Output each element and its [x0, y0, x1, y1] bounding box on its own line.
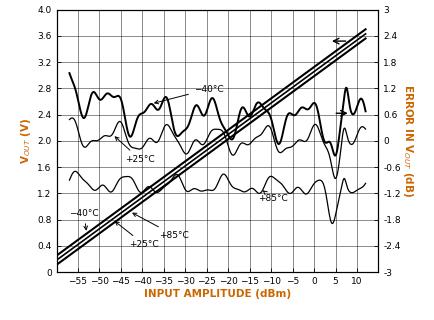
Text: +85°C: +85°C — [133, 213, 189, 240]
X-axis label: INPUT AMPLITUDE (dBm): INPUT AMPLITUDE (dBm) — [144, 289, 290, 299]
Text: −40°C: −40°C — [155, 84, 223, 104]
Text: +25°C: +25°C — [115, 222, 159, 249]
Y-axis label: ERROR IN V$_{OUT}$ (dB): ERROR IN V$_{OUT}$ (dB) — [400, 84, 414, 197]
Y-axis label: V$_{OUT}$ (V): V$_{OUT}$ (V) — [19, 118, 33, 164]
Text: −40°C: −40°C — [69, 209, 99, 230]
Text: +25°C: +25°C — [115, 137, 155, 164]
Text: +85°C: +85°C — [258, 191, 287, 203]
